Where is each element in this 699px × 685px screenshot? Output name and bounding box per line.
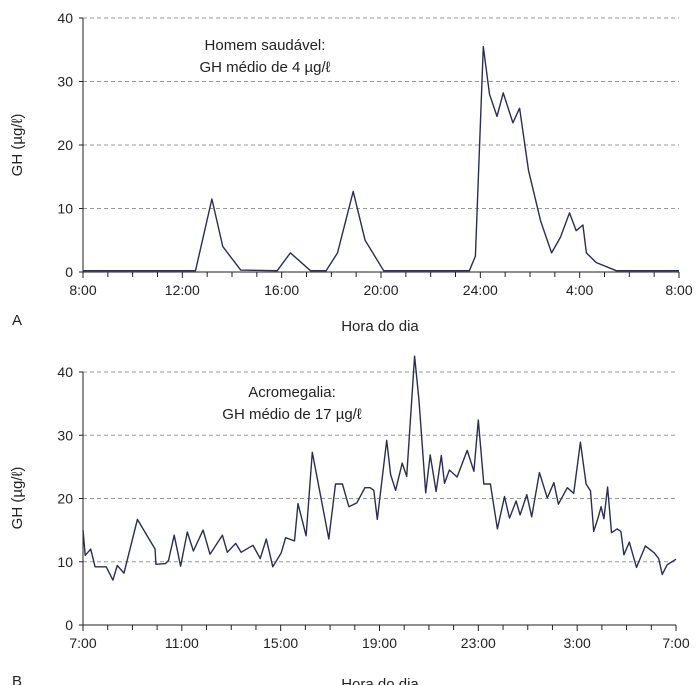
x-axis-label: Hora do dia	[341, 318, 419, 335]
x-tick-label: 7:00	[69, 635, 96, 651]
x-tick-label: 12:00	[165, 282, 200, 298]
y-tick-label: 40	[57, 364, 73, 380]
x-tick-label: 7:00	[662, 635, 689, 651]
y-tick-label: 20	[57, 137, 73, 153]
x-tick-label: 4:00	[566, 282, 593, 298]
y-tick-label: 0	[65, 264, 73, 280]
x-tick-label: 15:00	[263, 635, 298, 651]
y-tick-label: 20	[57, 491, 73, 507]
panel-label: B	[12, 673, 22, 685]
y-tick-label: 0	[65, 617, 73, 633]
y-tick-label: 40	[57, 10, 73, 26]
series-line-gh	[82, 355, 677, 581]
x-tick-label: 24:00	[463, 282, 498, 298]
y-tick-label: 30	[57, 74, 73, 90]
x-tick-label: 16:00	[264, 282, 299, 298]
annotation-line-2: GH médio de 4 µg/ℓ	[199, 59, 330, 76]
y-axis-label: GH (µg/ℓ)	[9, 114, 26, 177]
annotation-line-1: Homem saudável:	[205, 37, 326, 54]
x-tick-label: 3:00	[564, 635, 591, 651]
chart-panel-b: 0 10 20 30 40 7:00 11:00 15:00 19:00 23:00 3:00 7:0…	[9, 355, 690, 685]
x-tick-label: 20:00	[363, 282, 398, 298]
series-line-gh	[83, 45, 679, 272]
x-tick-label: 8:00	[665, 282, 692, 298]
x-tick-label: 11:00	[165, 635, 199, 651]
y-tick-label: 10	[57, 554, 73, 570]
x-axis-label: Hora do dia	[341, 676, 419, 685]
y-tick-label: 10	[57, 201, 73, 217]
x-tick-label: 23:00	[461, 635, 496, 651]
chart-panel-a: 0 10 20 30 40 8:00 12:00 16:00 20:00 24:00 4:00 8:0…	[9, 10, 693, 335]
y-axis-label: GH (µg/ℓ)	[9, 467, 26, 530]
x-tick-label: 8:00	[69, 282, 96, 298]
panel-label: A	[12, 312, 22, 329]
y-tick-label: 30	[57, 427, 73, 443]
annotation-line-2: GH médio de 17 µg/ℓ	[222, 406, 362, 423]
x-tick-label: 19:00	[362, 635, 397, 651]
annotation-line-1: Acromegalia:	[248, 384, 336, 401]
